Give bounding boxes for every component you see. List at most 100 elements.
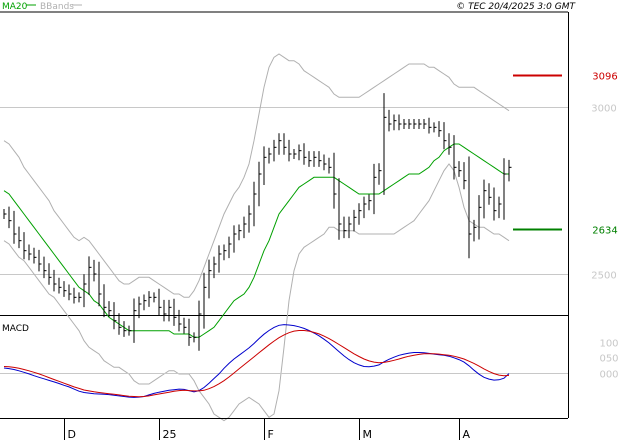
price-bar: [18, 226, 22, 249]
price-bar: [283, 133, 287, 155]
price-bar: [143, 294, 147, 311]
price-bar: [278, 133, 282, 155]
price-bar: [308, 151, 312, 167]
price-bar: [398, 114, 402, 131]
price-bar: [293, 149, 297, 159]
price-bar: [388, 109, 392, 132]
price-bar: [238, 224, 242, 241]
signal-line: [3, 330, 510, 398]
price-bar: [298, 144, 302, 161]
price-bar: [48, 263, 52, 285]
price-bar: [468, 156, 472, 259]
chart-header: MA20 BBands © TEC 20/4/2025 3:0 GMT: [2, 2, 577, 12]
price-bar: [123, 321, 127, 337]
price-bar: [168, 299, 172, 322]
bb-upper-line: [3, 53, 510, 298]
price-bar: [323, 154, 327, 171]
price-bar: [363, 196, 367, 219]
bbands-legend-label: BBands: [40, 2, 74, 12]
price-bar: [188, 318, 192, 346]
price-bar: [428, 117, 432, 134]
price-bar: [303, 143, 307, 165]
price-bar: [333, 152, 337, 209]
price-bar: [223, 244, 227, 261]
price-bar: [448, 133, 452, 155]
price-bar: [118, 313, 122, 335]
ma20-line: [3, 143, 509, 338]
price-bar: [208, 259, 212, 299]
price-bar: [263, 146, 267, 185]
price-bar: [158, 288, 162, 316]
x-tick-label-3: M: [363, 428, 373, 440]
price-bar: [213, 256, 217, 279]
price-bar: [173, 298, 177, 326]
bb-lower-line: [3, 163, 510, 422]
x-axis: D 25 F M A: [64, 418, 471, 440]
price-bar: [383, 93, 387, 195]
price-bar: [153, 292, 157, 303]
price-bar: [183, 317, 187, 334]
price-bar: [288, 139, 292, 162]
price-bar: [268, 147, 272, 164]
price-bar: [83, 274, 87, 308]
price-bar: [233, 225, 237, 253]
price-bar: [358, 203, 362, 225]
price-bar: [93, 259, 97, 282]
price-bar: [148, 291, 152, 307]
price-bar: [413, 119, 417, 129]
bollinger-bands: [3, 53, 510, 422]
price-bar: [493, 187, 497, 221]
price-bar: [433, 122, 437, 133]
price-bar: [458, 161, 462, 177]
price-bar: [103, 284, 107, 318]
macd-y-tick-label-2: 000: [599, 370, 618, 381]
x-tick-label-4: A: [463, 428, 471, 440]
price-panel: 3096 2634 3000 2500: [0, 11, 618, 422]
price-gridlines: [0, 107, 568, 275]
macd-y-tick-label-1: 050: [599, 354, 618, 365]
x-tick-label-2: F: [268, 428, 274, 440]
price-bar: [253, 181, 257, 227]
price-bar: [348, 216, 352, 239]
price-bars: [3, 93, 512, 351]
price-bar: [53, 269, 57, 292]
price-bar: [393, 114, 397, 131]
price-y-ticks: 3000 2500: [591, 104, 616, 282]
price-bar: [338, 178, 342, 240]
price-bar: [258, 161, 262, 207]
price-bar: [218, 245, 222, 273]
price-bar: [313, 151, 317, 167]
price-bar: [73, 287, 77, 304]
price-bar: [163, 299, 167, 322]
macd-title: MACD: [2, 324, 29, 334]
macd-panel: MACD 100 050 000: [0, 324, 619, 419]
price-bar: [328, 157, 332, 174]
support-level-label: 2634: [592, 226, 617, 237]
price-bar: [78, 292, 82, 303]
price-bar: [68, 284, 72, 301]
price-bar: [408, 119, 412, 129]
price-bar: [248, 205, 252, 233]
price-bar: [98, 261, 102, 307]
price-bar: [498, 196, 502, 219]
price-bar: [438, 121, 442, 137]
price-bar: [108, 301, 112, 317]
price-bar: [113, 302, 117, 330]
price-bar: [503, 158, 507, 220]
price-bar: [318, 151, 322, 167]
price-bar: [423, 119, 427, 129]
price-bar: [418, 119, 422, 129]
price-bar: [483, 179, 487, 219]
resistance-level-label: 3096: [592, 72, 617, 83]
x-tick-label-0: D: [68, 428, 76, 440]
price-bar: [128, 325, 132, 336]
macd-line: [3, 324, 510, 398]
price-bar: [193, 332, 197, 343]
price-bar: [88, 256, 92, 295]
price-bar: [453, 135, 457, 180]
price-bar: [38, 249, 42, 272]
price-bar: [378, 163, 382, 185]
price-bar: [178, 309, 182, 332]
price-bar: [243, 216, 247, 239]
